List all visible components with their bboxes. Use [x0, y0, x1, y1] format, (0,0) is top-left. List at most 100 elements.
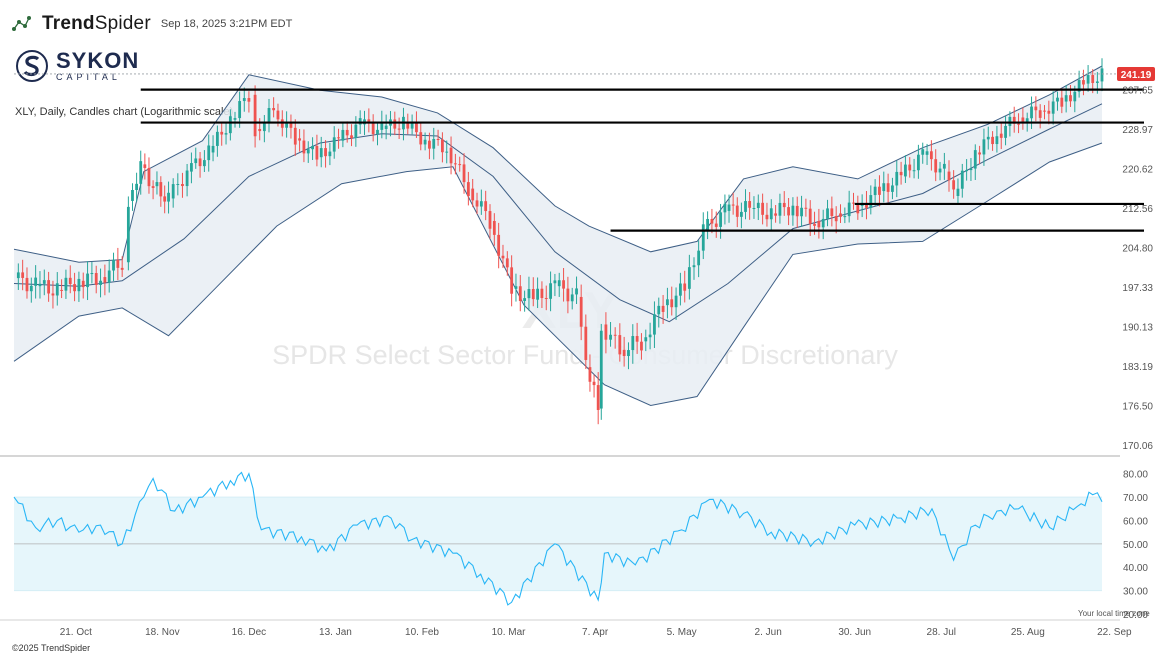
candle [68, 265, 72, 294]
candle [687, 254, 691, 300]
candle-body [670, 299, 674, 308]
candle-body [55, 283, 59, 296]
x-axis-tick-label: 22. Sep [1097, 627, 1132, 638]
candle-body [925, 151, 929, 155]
candle-body [701, 224, 705, 251]
candle-body [1004, 125, 1007, 138]
candle-body [358, 118, 362, 125]
candle [1021, 107, 1025, 130]
candle [697, 240, 701, 278]
candle-body [103, 277, 107, 283]
candle-body [484, 201, 488, 212]
candle-body [800, 207, 803, 217]
y-axis-tick-label: 176.50 [1122, 402, 1153, 413]
bollinger-lower-line [13, 142, 1103, 407]
candle-body [653, 314, 656, 335]
candle [415, 111, 418, 138]
candle [112, 252, 115, 282]
x-axis-tick-label: 21. Oct [60, 627, 92, 638]
candle [531, 277, 535, 307]
candle [540, 281, 544, 308]
candle-body [592, 381, 596, 386]
candle [99, 268, 102, 298]
candle [1060, 88, 1064, 114]
candle-body [238, 101, 242, 119]
candle [345, 121, 349, 143]
candle-body [185, 170, 189, 187]
candle-body [332, 137, 336, 152]
candle-body [640, 341, 643, 351]
candle [1034, 96, 1038, 122]
candle-body [856, 203, 860, 214]
candle [155, 171, 159, 195]
candle [644, 329, 648, 352]
candle-body [167, 192, 170, 202]
candle-body [873, 186, 877, 196]
candle-body [536, 288, 539, 300]
candle [735, 197, 739, 228]
candle-body [311, 145, 314, 150]
candle-body [1008, 116, 1012, 126]
candle-body [774, 213, 777, 216]
candle [1047, 100, 1051, 125]
candle [912, 158, 916, 179]
candle [25, 267, 29, 299]
candle-body [1030, 106, 1033, 119]
candle-body [908, 164, 912, 171]
candle [224, 122, 228, 145]
candle-body [731, 204, 735, 206]
candle-body [60, 289, 63, 291]
candle [475, 192, 479, 215]
candle-body [298, 138, 301, 141]
candle [604, 312, 608, 354]
candle [471, 178, 475, 208]
candle [181, 172, 184, 198]
candle-body [497, 234, 501, 256]
candle-body [441, 139, 444, 153]
candle-body [584, 326, 588, 360]
candle [938, 161, 942, 181]
candle-body [666, 299, 669, 306]
candle [311, 137, 314, 161]
candle [458, 156, 462, 172]
x-axis-tick-label: 10. Feb [405, 627, 439, 638]
candle [247, 91, 251, 113]
candle [627, 342, 630, 370]
candle [852, 192, 855, 210]
candle-body [882, 183, 886, 192]
candle-body [471, 188, 475, 201]
rsi-y-tick-label: 50.00 [1123, 540, 1148, 551]
candle-body [635, 336, 639, 342]
candle [64, 269, 68, 299]
candle-body [176, 183, 180, 185]
candle [834, 206, 838, 234]
candle [406, 113, 410, 135]
candle-body [116, 259, 120, 268]
candle [324, 140, 327, 168]
candle-body [549, 283, 552, 299]
candle [549, 271, 552, 312]
candle [791, 197, 795, 226]
candle-body [613, 334, 617, 336]
candle-body [293, 127, 297, 145]
candle-body [380, 121, 384, 130]
candle [599, 323, 603, 420]
candle [683, 270, 687, 303]
candle-body [1064, 95, 1068, 102]
candle [609, 321, 612, 347]
candle [60, 279, 63, 299]
candle-body [224, 133, 228, 135]
candle [710, 208, 714, 234]
candle-body [415, 122, 418, 133]
sykon-s-emblem-icon [16, 50, 48, 82]
candle-body [1043, 110, 1046, 112]
candle-body [194, 158, 198, 164]
candle-body [1073, 91, 1077, 102]
candle [622, 336, 626, 367]
candle-body [1082, 80, 1085, 85]
candle [298, 129, 301, 152]
candle [242, 87, 246, 112]
candle [479, 189, 483, 215]
candle-body [367, 119, 371, 123]
